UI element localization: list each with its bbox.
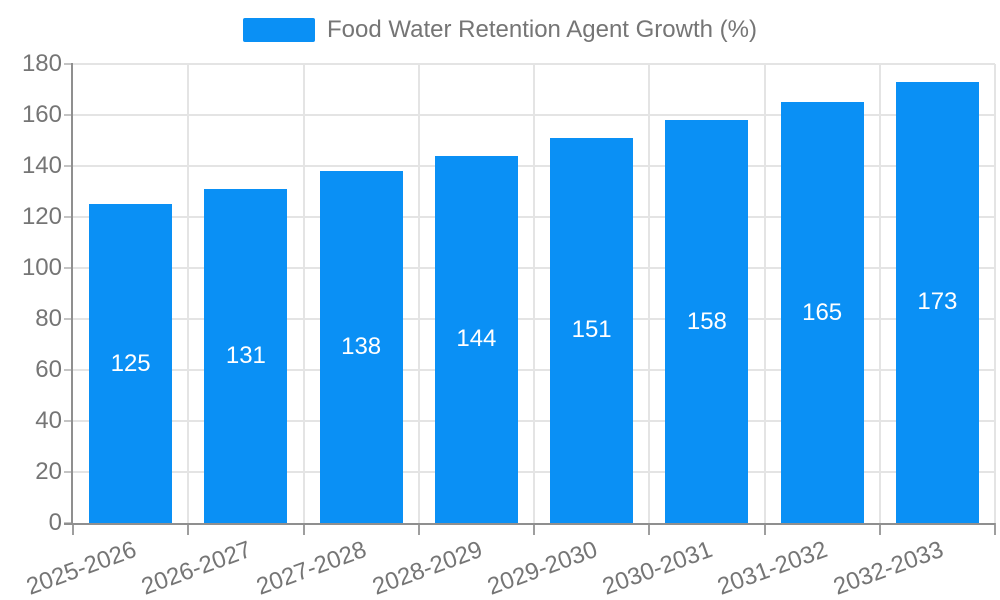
x-axis-tick: [417, 523, 420, 535]
gridline-vertical: [533, 64, 535, 523]
y-axis-tick: [64, 63, 73, 65]
gridline-vertical: [648, 64, 651, 523]
y-axis-tick: [64, 114, 73, 116]
y-tick-label: 120: [21, 203, 62, 230]
bar-value-label: 158: [686, 307, 727, 335]
y-axis-tick: [64, 471, 73, 473]
y-tick-label: 60: [35, 356, 62, 383]
gridline-vertical: [994, 64, 996, 523]
gridline-vertical: [763, 64, 766, 523]
x-axis-tick: [72, 523, 74, 535]
y-tick-label: 140: [21, 152, 62, 179]
bar-value-label: 131: [225, 341, 266, 369]
x-tick-label: 2027-2028: [253, 536, 371, 600]
bar-value-label: 165: [802, 298, 843, 326]
bar: [550, 137, 634, 523]
y-tick-label: 180: [21, 50, 62, 77]
x-axis-tick: [994, 523, 996, 535]
bar-value-label: 173: [917, 288, 958, 316]
x-tick-label: 2026-2027: [138, 536, 256, 600]
y-tick-label: 40: [35, 407, 62, 434]
gridline-vertical: [187, 64, 190, 523]
gridline-vertical: [302, 64, 305, 523]
x-axis-tick: [763, 523, 766, 535]
x-axis-tick: [648, 523, 651, 535]
bar: [434, 155, 518, 523]
legend[interactable]: Food Water Retention Agent Growth (%): [0, 17, 1000, 43]
bar: [89, 204, 173, 523]
legend-swatch: [243, 18, 315, 42]
y-axis-tick: [64, 420, 73, 422]
y-tick-label: 100: [21, 254, 62, 281]
y-tick-label: 20: [35, 458, 62, 485]
y-axis-tick: [64, 369, 73, 371]
gridline-vertical: [417, 64, 420, 523]
bar-value-label: 151: [571, 316, 612, 344]
y-axis-tick: [64, 318, 73, 320]
bar: [665, 120, 749, 523]
y-tick-label: 160: [21, 101, 62, 128]
x-axis-tick: [878, 523, 881, 535]
bar-value-label: 138: [341, 333, 382, 361]
x-axis-tick: [533, 523, 535, 535]
y-axis-tick: [64, 165, 73, 167]
y-axis-tick: [64, 216, 73, 218]
legend-label: Food Water Retention Agent Growth (%): [327, 16, 757, 43]
x-tick-label: 2032-2033: [829, 536, 947, 600]
bar: [319, 171, 403, 523]
x-tick-label: 2025-2026: [22, 536, 140, 600]
y-tick-label: 80: [35, 305, 62, 332]
y-axis-tick: [64, 267, 73, 269]
x-axis-tick: [187, 523, 190, 535]
x-tick-label: 2031-2032: [714, 536, 832, 600]
bar-value-label: 144: [456, 325, 497, 353]
gridline-vertical: [878, 64, 881, 523]
bar: [895, 81, 979, 523]
x-axis-tick: [302, 523, 305, 535]
bar: [780, 102, 864, 523]
y-axis-line: [71, 63, 73, 524]
y-tick-label: 0: [48, 509, 62, 536]
bar: [204, 188, 288, 523]
x-tick-label: 2030-2031: [599, 536, 717, 600]
x-tick-label: 2029-2030: [483, 536, 601, 600]
x-tick-label: 2028-2029: [368, 536, 486, 600]
x-axis-line: [64, 523, 995, 525]
bar-value-label: 125: [110, 349, 151, 377]
